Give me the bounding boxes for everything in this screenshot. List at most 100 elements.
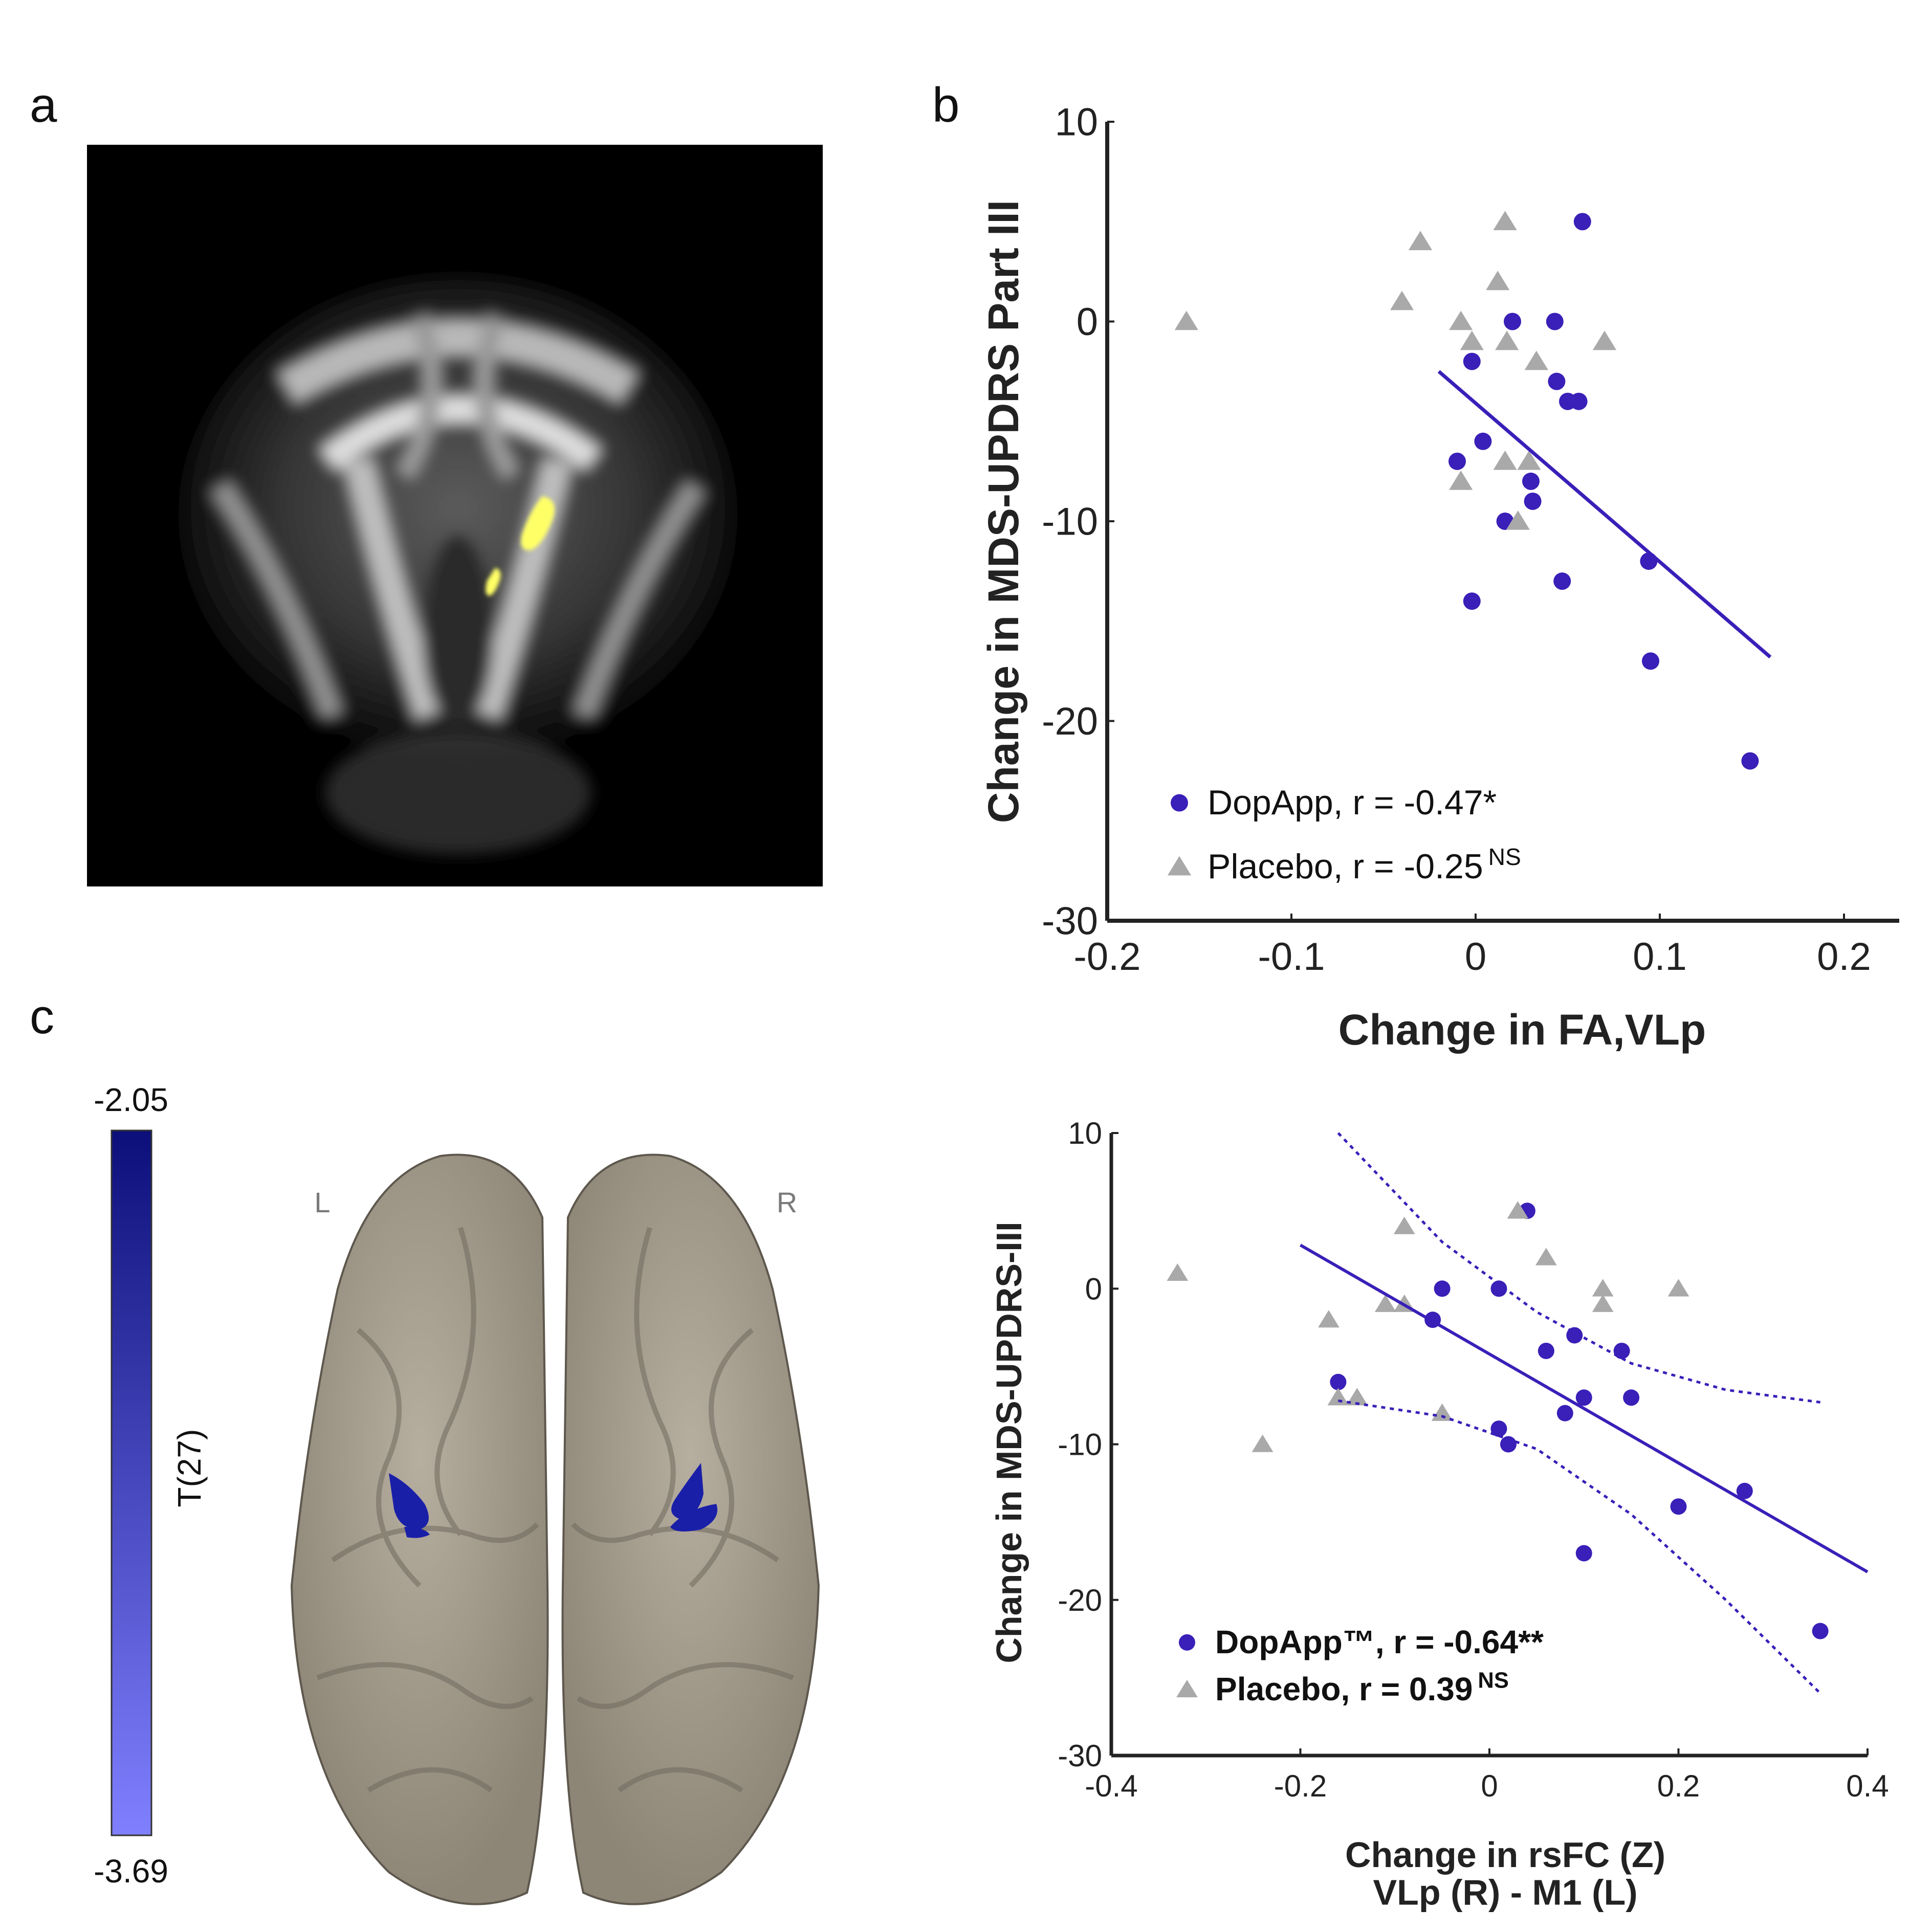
brain-left-label: L — [314, 1186, 330, 1218]
placebo-point — [1167, 1263, 1189, 1281]
data-points-b — [1174, 211, 1759, 770]
placebo-point — [1592, 330, 1617, 350]
dopapp-point — [1556, 1405, 1573, 1422]
dopapp-point — [1490, 1280, 1507, 1297]
dopapp-point — [1670, 1498, 1687, 1515]
chart-b: 10 0 -10 -20 -30-0.2 -0.1 0 0.1 0.2 Change in FA,… — [979, 101, 1899, 1054]
y-axis-label: Change in MDS-UPDRS-III — [989, 1222, 1029, 1663]
dopapp-point — [1548, 372, 1566, 390]
legend-b: DopApp, r = -0.47* Placebo, r = -0.25 NS — [1167, 783, 1521, 886]
ci-lower-curve — [1338, 1399, 1821, 1695]
m1-clusters — [389, 1463, 717, 1538]
placebo-point — [1460, 330, 1484, 350]
placebo-point — [1495, 330, 1519, 350]
dopapp-point — [1546, 313, 1564, 330]
dopapp-point — [1570, 392, 1588, 410]
placebo-point — [1517, 450, 1541, 470]
regression-line — [1437, 370, 1772, 659]
y-tick-label: 10 — [1068, 1116, 1102, 1150]
dopapp-point — [1538, 1342, 1554, 1359]
x-tick-label: 0.1 — [1633, 935, 1687, 979]
placebo-point — [1667, 1279, 1689, 1297]
brain-right-label: R — [777, 1186, 797, 1218]
dopapp-point — [1575, 1545, 1592, 1562]
placebo-point — [1374, 1294, 1396, 1312]
y-tick-label: -30 — [1058, 1739, 1102, 1773]
fa-brain-image — [87, 145, 823, 886]
placebo-point — [1167, 856, 1192, 876]
placebo-point — [1174, 310, 1198, 330]
dopapp-point — [1524, 492, 1542, 510]
legend-significance: NS — [1478, 1669, 1508, 1693]
dopapp-point — [1330, 1373, 1347, 1390]
colorbar-title: T(27) — [171, 1429, 208, 1507]
x-tick-label: -0.2 — [1074, 935, 1141, 979]
ci-upper-curve — [1337, 1132, 1820, 1404]
placebo-point — [1252, 1434, 1274, 1452]
dopapp-point — [1642, 652, 1659, 670]
dopapp-point — [1448, 452, 1466, 470]
placebo-point — [1592, 1294, 1614, 1312]
panel-letter-b: b — [932, 78, 960, 132]
x-axis-label-line2: VLp (R) - M1 (L) — [1373, 1873, 1637, 1913]
dopapp-point — [1613, 1342, 1630, 1359]
x-tick-label: 0.2 — [1817, 935, 1871, 979]
placebo-point — [1493, 450, 1517, 470]
y-axis-label: Change in MDS-UPDRS Part III — [979, 200, 1027, 823]
y-tick-label: -10 — [1058, 1428, 1102, 1462]
x-axis-label: Change in FA,VLp — [1338, 1006, 1706, 1054]
dopapp-point — [1573, 213, 1591, 231]
placebo-point — [1346, 1388, 1368, 1406]
legend-significance: NS — [1488, 844, 1521, 870]
y-tick-label: 0 — [1085, 1272, 1102, 1306]
legend-dopapp-label: DopApp™, r = -0.64** — [1215, 1624, 1544, 1660]
placebo-point — [1327, 1388, 1349, 1406]
y-tick-label: 0 — [1077, 300, 1098, 344]
data-points-c — [1167, 1201, 1829, 1639]
legend-dopapp-marker — [1171, 794, 1188, 812]
dopapp-point — [1463, 352, 1481, 370]
dopapp-point — [1575, 1389, 1592, 1406]
dopapp-point — [1474, 432, 1492, 450]
placebo-point — [1449, 470, 1473, 490]
y-tick-label: -30 — [1042, 900, 1098, 943]
colorbar-gradient — [111, 1129, 152, 1836]
y-tick-label: -10 — [1042, 500, 1098, 544]
placebo-point — [1506, 511, 1530, 530]
regression-line — [1300, 1244, 1869, 1573]
dopapp-point — [1434, 1280, 1451, 1297]
colorbar-bottom-label: -3.69 — [94, 1853, 168, 1890]
placebo-point — [1493, 211, 1517, 231]
brain-render: L R — [290, 1153, 820, 1905]
colorbar-top-label: -2.05 — [94, 1081, 168, 1118]
dopapp-point — [1736, 1482, 1753, 1499]
legend-dopapp-marker — [1179, 1634, 1195, 1651]
chart-c: 10 0 -10 -20 -30-0.4 -0.2 0 0.2 0.4 Change in rsF… — [989, 1116, 1889, 1913]
placebo-point — [1390, 291, 1414, 310]
dopapp-point — [1504, 313, 1521, 330]
dopapp-point — [1522, 472, 1540, 490]
x-tick-label: -0.1 — [1258, 935, 1325, 979]
placebo-point — [1431, 1403, 1453, 1421]
placebo-point — [1592, 1279, 1614, 1297]
y-tick-label: -20 — [1058, 1583, 1102, 1617]
y-tick-label: 10 — [1055, 101, 1098, 144]
placebo-point — [1318, 1310, 1340, 1328]
dopapp-point — [1623, 1389, 1640, 1406]
placebo-point — [1524, 350, 1548, 370]
dopapp-point — [1812, 1623, 1829, 1639]
x-tick-label: -0.4 — [1085, 1769, 1137, 1803]
placebo-point — [1176, 1679, 1198, 1698]
dopapp-point — [1490, 1420, 1507, 1437]
legend-placebo-label: Placebo, r = 0.39 NS — [1215, 1669, 1509, 1707]
axes-b: 10 0 -10 -20 -30-0.2 -0.1 0 0.1 0.2 Change in FA,… — [979, 101, 1899, 1054]
panel-letter-a: a — [30, 78, 57, 132]
panel-letter-c: c — [30, 989, 54, 1044]
x-tick-label: 0.2 — [1657, 1769, 1700, 1803]
placebo-point — [1507, 1201, 1529, 1219]
legend-dopapp-label: DopApp, r = -0.47* — [1208, 783, 1497, 822]
placebo-point — [1393, 1216, 1415, 1234]
dopapp-point — [1500, 1436, 1517, 1453]
dopapp-point — [1463, 592, 1481, 610]
